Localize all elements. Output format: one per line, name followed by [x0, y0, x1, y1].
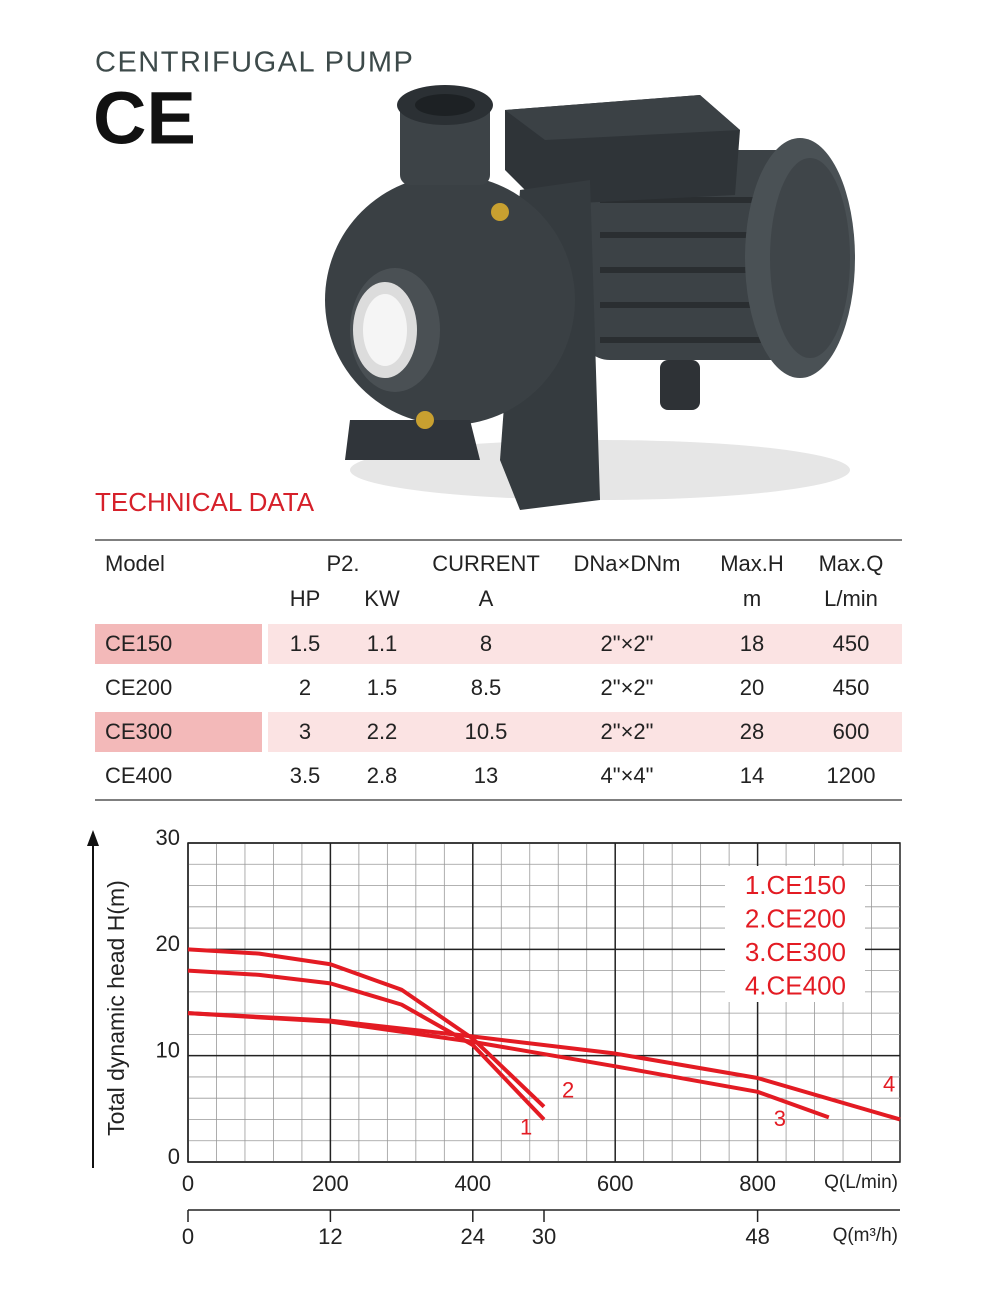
table-cell: 2 — [299, 675, 311, 700]
title: CE — [93, 77, 196, 160]
row-highlight — [95, 712, 262, 752]
table-cell: 4"×4" — [601, 763, 654, 788]
column-subheader: KW — [364, 586, 400, 611]
arrow-head — [87, 830, 99, 846]
x2-tick-label: 12 — [318, 1224, 342, 1249]
curve-label: 4 — [883, 1071, 895, 1096]
column-header: Max.Q — [819, 551, 884, 576]
legend-box — [725, 866, 865, 1002]
column-subheader: L/min — [824, 586, 878, 611]
row-highlight — [268, 712, 902, 752]
y-tick-label: 20 — [156, 931, 180, 956]
y-tick-label: 30 — [156, 825, 180, 850]
section-title: TECHNICAL DATA — [95, 487, 315, 517]
spec-table: Model P2. HP KW CURRENT A DNa×DNm Max.H … — [95, 539, 902, 801]
model-cell: CE300 — [105, 719, 172, 744]
x-axis-label: Q(L/min) — [824, 1172, 898, 1193]
table-cell: 3.5 — [290, 763, 321, 788]
row-highlight — [95, 624, 262, 664]
row-highlight — [268, 624, 902, 664]
column-header: Model — [105, 551, 165, 576]
curve-label: 2 — [562, 1078, 574, 1103]
table-cell: 450 — [833, 631, 870, 656]
table-cell: 2.2 — [367, 719, 398, 744]
legend-entry: 1.CE150 — [745, 870, 846, 900]
legend-entry: 2.CE200 — [745, 903, 846, 933]
subtitle: CENTRIFUGAL PUMP — [95, 47, 414, 79]
x-tick-label: 800 — [739, 1171, 776, 1196]
column-header: CURRENT — [432, 551, 540, 576]
table-cell: 2"×2" — [601, 719, 654, 744]
table-cell: 14 — [740, 763, 764, 788]
table-cell: 2"×2" — [601, 631, 654, 656]
y-tick-label: 10 — [156, 1037, 180, 1062]
column-subheader: m — [743, 586, 761, 611]
pump-image — [325, 85, 855, 510]
model-cell: CE200 — [105, 675, 172, 700]
table-cell: 10.5 — [465, 719, 508, 744]
column-header: Max.H — [720, 551, 784, 576]
table-cell: 13 — [474, 763, 498, 788]
table-cell: 20 — [740, 675, 764, 700]
curve — [187, 968, 546, 1121]
x2-tick-label: 24 — [461, 1224, 485, 1249]
legend-entry: 3.CE300 — [745, 937, 846, 967]
table-cell: 1.1 — [367, 631, 398, 656]
x2-tick-label: 48 — [745, 1224, 769, 1249]
table-cell: 3 — [299, 719, 311, 744]
column-header: P2. — [326, 551, 359, 576]
table-cell: 450 — [833, 675, 870, 700]
curve — [187, 947, 546, 1109]
x-tick-label: 0 — [182, 1171, 194, 1196]
table-cell: 8.5 — [471, 675, 502, 700]
table-cell: 8 — [480, 631, 492, 656]
curve-label: 3 — [774, 1106, 786, 1131]
curve-label: 1 — [520, 1114, 532, 1139]
table-cell: 1.5 — [290, 631, 321, 656]
x2-tick-label: 30 — [532, 1224, 556, 1249]
x-tick-label: 400 — [454, 1171, 491, 1196]
table-cell: 2"×2" — [601, 675, 654, 700]
column-header: DNa×DNm — [574, 551, 681, 576]
table-cell: 2.8 — [367, 763, 398, 788]
y-tick-label: 0 — [168, 1144, 180, 1169]
x-tick-label: 200 — [312, 1171, 349, 1196]
column-subheader: A — [479, 586, 494, 611]
table-cell: 1.5 — [367, 675, 398, 700]
column-subheader: HP — [290, 586, 321, 611]
x-tick-label: 600 — [597, 1171, 634, 1196]
table-cell: 18 — [740, 631, 764, 656]
x2-tick-label: 0 — [182, 1224, 194, 1249]
curve — [187, 1011, 901, 1122]
model-cell: CE150 — [105, 631, 172, 656]
performance-chart: Total dynamic head H(m) 0 200 400 600 800010… — [87, 825, 901, 1249]
table-cell: 600 — [833, 719, 870, 744]
legend-entry: 4.CE400 — [745, 970, 846, 1000]
table-cell: 1200 — [827, 763, 876, 788]
model-cell: CE400 — [105, 763, 172, 788]
x2-axis-label: Q(m³/h) — [833, 1225, 898, 1246]
table-cell: 28 — [740, 719, 764, 744]
y-axis-label: Total dynamic head H(m) — [103, 880, 129, 1136]
